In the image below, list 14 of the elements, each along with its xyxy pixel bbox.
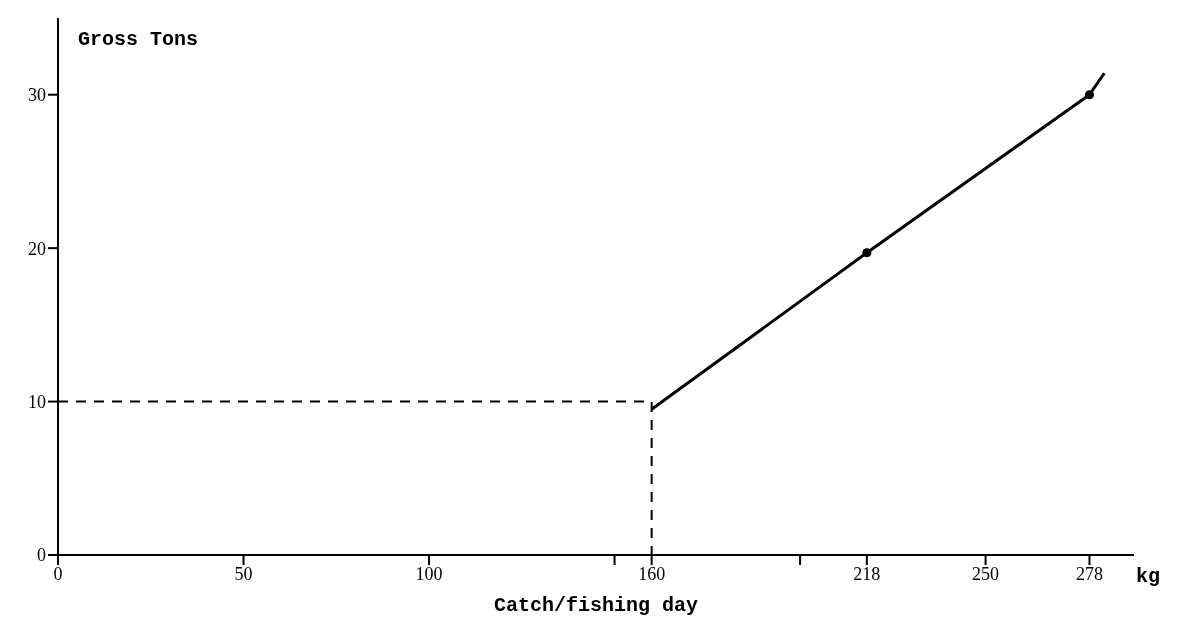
x-tick-label: 100 bbox=[415, 563, 443, 584]
y-axis-title: Gross Tons bbox=[78, 28, 199, 51]
y-tick-label: 20 bbox=[28, 238, 46, 259]
x-axis-title: Catch/fishing day bbox=[493, 594, 699, 617]
y-tick-label: 0 bbox=[37, 545, 46, 566]
text: kg bbox=[1136, 565, 1161, 588]
x-tick-label: 0 bbox=[53, 563, 63, 584]
x-tick-label: 50 bbox=[234, 563, 253, 584]
x-tick-label: 218 bbox=[853, 563, 881, 584]
x-tick-label: 250 bbox=[972, 563, 1000, 584]
y-tick-label: 10 bbox=[28, 391, 46, 412]
y-tick-label: 30 bbox=[28, 85, 46, 106]
x-tick-label: 160 bbox=[638, 563, 666, 584]
x-tick-label: 278 bbox=[1075, 563, 1103, 584]
